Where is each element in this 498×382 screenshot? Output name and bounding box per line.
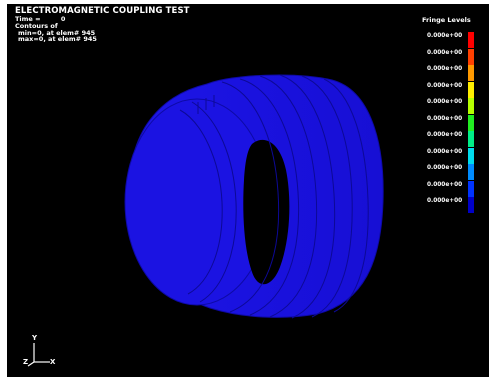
fringe-level-value: 0.000e+00 <box>427 99 463 105</box>
fringe-legend-row: 0.000e+00 <box>414 197 484 214</box>
axis-triad: Y Z X <box>22 331 62 371</box>
fringe-color-swatch <box>468 114 474 131</box>
fringe-color-swatch <box>468 197 474 213</box>
time-value: 0 <box>60 14 66 23</box>
plot-header: ELECTROMAGNETIC COUPLING TEST Time = 0 C… <box>15 7 190 43</box>
fringe-legend-row: 0.000e+00 <box>414 65 484 82</box>
fringe-level-value: 0.000e+00 <box>427 132 463 138</box>
fringe-legend: Fringe Levels 0.000e+00 0.000e+00 0.000e+0… <box>414 16 484 214</box>
fringe-level-value: 0.000e+00 <box>427 33 463 39</box>
fringe-color-swatch <box>468 81 474 98</box>
fringe-level-value: 0.000e+00 <box>427 181 463 188</box>
coil-bore <box>243 139 290 285</box>
fringe-legend-title: Fringe Levels <box>422 16 471 24</box>
time-readout: Time = 0 <box>15 16 190 23</box>
fringe-color-swatch <box>468 147 474 164</box>
fringe-level-value: 0.000e+00 <box>427 82 463 89</box>
fringe-color-swatch <box>468 32 474 48</box>
fringe-legend-row: 0.000e+00 <box>414 147 484 165</box>
graphics-viewport[interactable]: ELECTROMAGNETIC COUPLING TEST Time = 0 C… <box>7 4 489 377</box>
fringe-level-value: 0.000e+00 <box>427 148 463 155</box>
fringe-legend-row: 0.000e+00 <box>414 32 484 49</box>
fringe-color-swatch <box>468 180 474 197</box>
axis-x-label: X <box>50 358 56 366</box>
fringe-legend-row: 0.000e+00 <box>414 131 484 148</box>
coil-notch-lines <box>197 95 215 114</box>
axis-triad-icon <box>27 343 50 367</box>
fringe-legend-row: 0.000e+00 <box>414 114 484 132</box>
contour-min-text: min=0, at elem# 945 <box>18 28 96 37</box>
fringe-color-swatch <box>468 48 474 65</box>
fringe-color-swatch <box>468 98 474 114</box>
fringe-color-swatch <box>468 164 474 180</box>
fringe-legend-rows: 0.000e+00 0.000e+00 0.000e+00 0.000e+00 0.00… <box>414 32 484 214</box>
contour-max-text: max=0, at elem# 945 <box>18 35 97 44</box>
fringe-level-value: 0.000e+00 <box>427 198 463 204</box>
fringe-level-value: 0.000e+00 <box>427 165 463 171</box>
cylindrical-coil-model[interactable] <box>102 62 387 322</box>
fringe-legend-row: 0.000e+00 <box>414 180 484 198</box>
time-label: Time = <box>15 14 41 23</box>
fringe-level-value: 0.000e+00 <box>427 115 463 122</box>
coil-groove-lines <box>179 74 369 319</box>
axis-z-label: Z <box>23 358 29 366</box>
fringe-color-swatch <box>468 65 474 81</box>
contours-label: Contours of <box>15 21 58 30</box>
fringe-level-value: 0.000e+00 <box>427 66 463 72</box>
fringe-legend-row: 0.000e+00 <box>414 48 484 66</box>
fringe-color-swatch <box>468 131 474 147</box>
plot-title: ELECTROMAGNETIC COUPLING TEST <box>15 6 190 16</box>
fringe-legend-row: 0.000e+00 <box>414 164 484 181</box>
axis-y-label: Y <box>32 334 38 342</box>
fringe-legend-row: 0.000e+00 <box>414 81 484 99</box>
fringe-legend-row: 0.000e+00 <box>414 98 484 115</box>
fringe-level-value: 0.000e+00 <box>427 49 463 56</box>
